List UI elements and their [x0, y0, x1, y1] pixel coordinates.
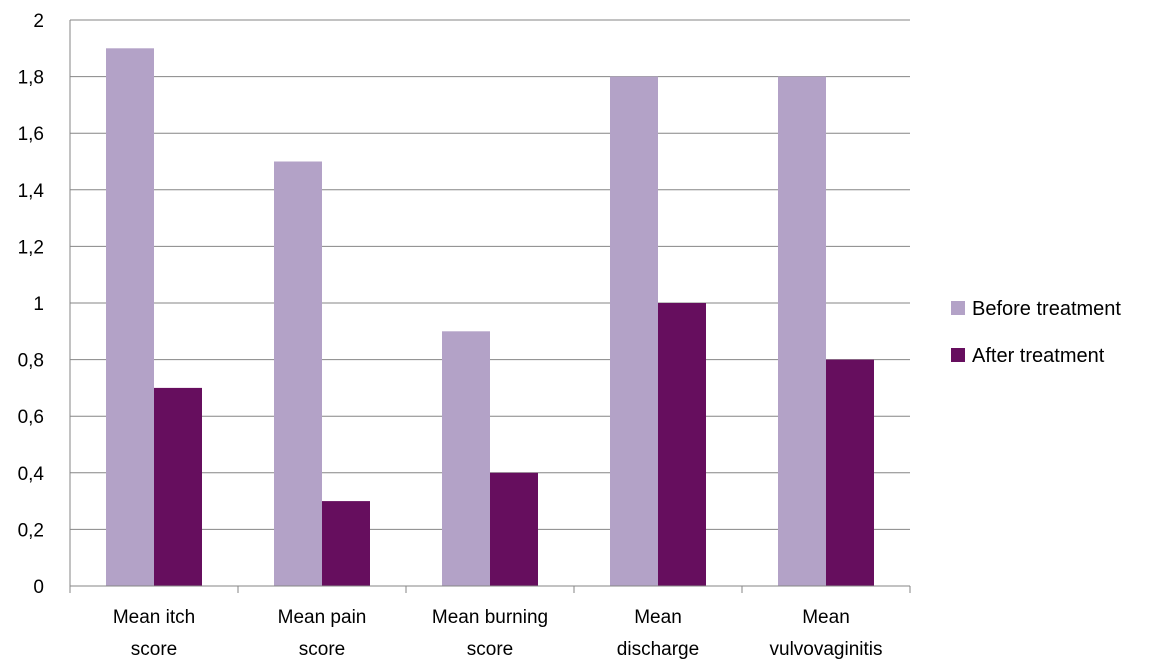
x-tick-label: Mean — [634, 607, 682, 628]
y-tick-label: 1,2 — [18, 237, 44, 258]
y-tick-label: 0,6 — [18, 407, 44, 428]
x-tick-label: Mean burning — [432, 607, 548, 628]
y-tick-label: 2 — [33, 11, 44, 32]
legend-label-before-treatment: Before treatment — [972, 298, 1121, 320]
bar-before-treatment — [610, 76, 658, 586]
x-tick-labels: Mean itch score Mean pain score Mean burning… — [113, 607, 883, 660]
y-tick-label: 0,2 — [18, 520, 44, 541]
x-tick-label: Mean — [802, 607, 850, 628]
bar-after-treatment — [322, 501, 370, 586]
y-tick-label: 1 — [33, 294, 44, 315]
x-tick-label: score — [299, 639, 345, 660]
legend-swatch-before-treatment — [951, 301, 965, 315]
legend: Before treatment After treatment — [951, 298, 1121, 367]
bar-before-treatment — [106, 48, 154, 587]
y-tick-labels: 0 0,2 0,4 0,6 0,8 1 1,2 1,4 1,6 1,8 2 — [18, 11, 45, 598]
gridlines — [70, 19, 910, 530]
legend-swatch-after-treatment — [951, 348, 965, 362]
y-tick-label: 1,8 — [18, 68, 44, 89]
y-tick-label: 1,6 — [18, 124, 44, 145]
x-tick-label: vulvovaginitis — [770, 639, 883, 660]
bar-after-treatment — [490, 472, 538, 586]
x-tick-label: discharge — [617, 639, 699, 660]
x-tick-label: score — [131, 639, 177, 660]
bars — [106, 48, 874, 587]
y-tick-label: 1,4 — [18, 181, 45, 202]
y-tick-label: 0 — [33, 577, 44, 598]
bar-before-treatment — [442, 331, 490, 586]
x-tick-label: score — [467, 639, 513, 660]
bar-after-treatment — [658, 303, 706, 586]
axes — [69, 20, 911, 593]
y-tick-label: 0,4 — [18, 464, 45, 485]
x-tick-label: Mean itch — [113, 607, 195, 628]
bar-before-treatment — [778, 76, 826, 586]
bar-after-treatment — [826, 359, 874, 586]
legend-label-after-treatment: After treatment — [972, 345, 1105, 367]
y-tick-label: 0,8 — [18, 351, 44, 372]
bar-before-treatment — [274, 161, 322, 586]
x-tick-label: Mean pain — [278, 607, 367, 628]
bar-after-treatment — [154, 387, 202, 586]
